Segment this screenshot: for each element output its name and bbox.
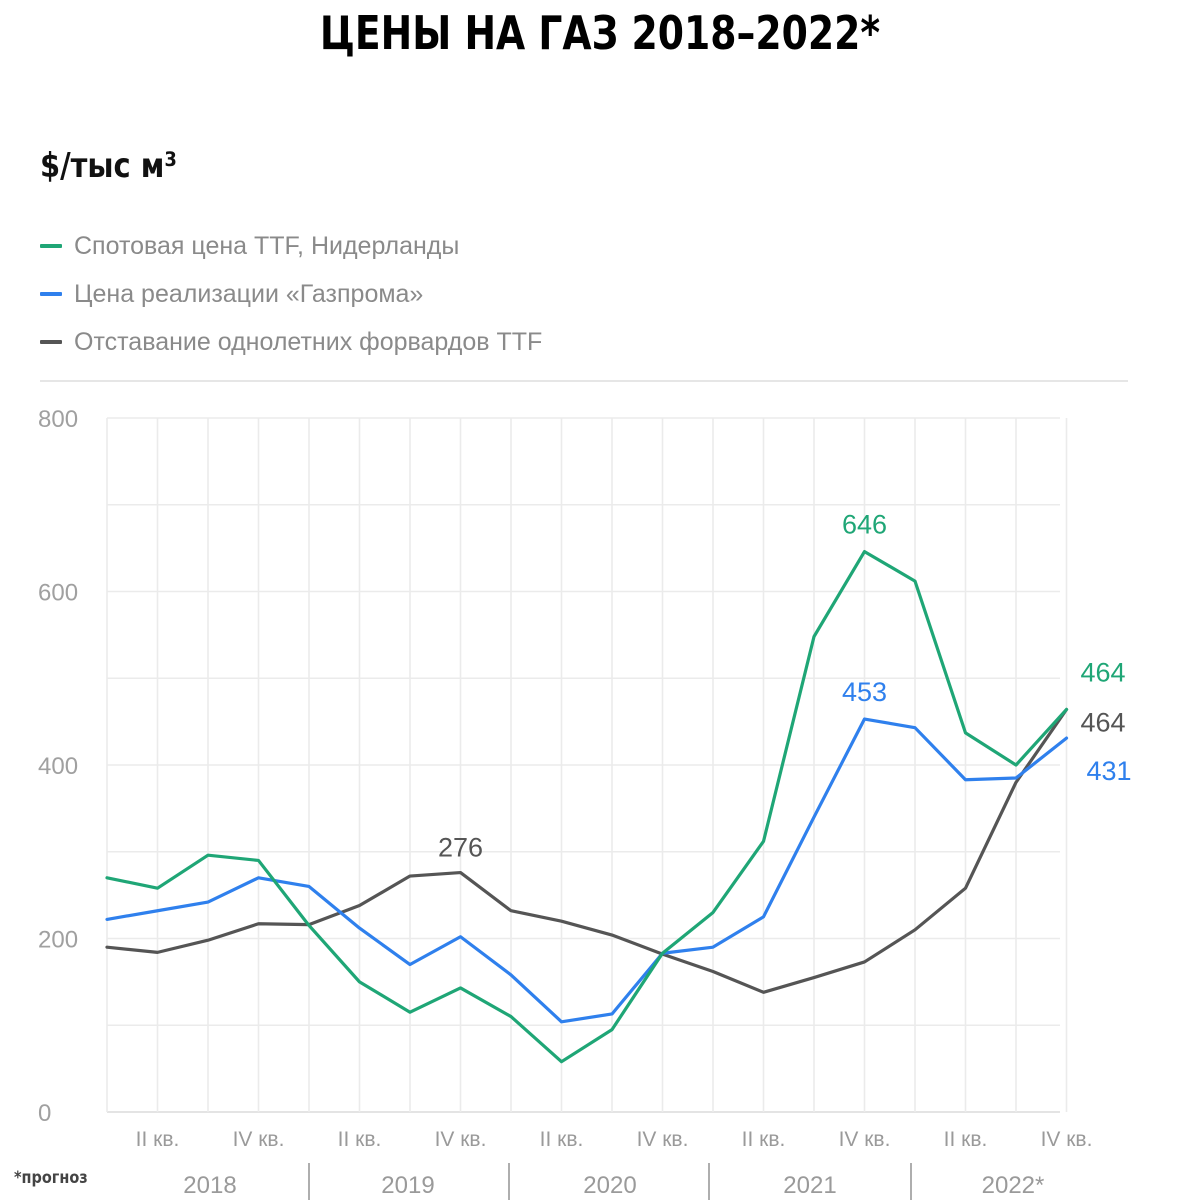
series-line [105, 549, 1069, 1064]
legend-swatch-forwards [40, 340, 62, 344]
unit-label: $/тыс м³ [40, 146, 178, 186]
x-tick-label: II кв. [136, 1128, 180, 1151]
series-lines [105, 549, 1069, 1064]
y-tick-label: 600 [38, 580, 78, 607]
legend-swatch-gazprom [40, 292, 62, 296]
x-tick-label: IV кв. [233, 1128, 285, 1151]
x-tick-label: II кв. [540, 1128, 584, 1151]
y-axis: 0 200 400 600 800 [38, 406, 78, 1127]
forecast-footnote: *прогноз [14, 1168, 88, 1188]
y-tick-label: 200 [38, 927, 78, 954]
legend: Спотовая цена TTF, Нидерланды Цена реали… [40, 222, 542, 366]
x-year-label: 2020 [583, 1172, 636, 1199]
annotations: 276 646 453 464 464 431 [438, 510, 1132, 863]
x-year-label: 2018 [183, 1172, 236, 1199]
data-label: 453 [842, 677, 887, 707]
x-year-label: 2022* [982, 1172, 1045, 1199]
x-tick-label: II кв. [742, 1128, 786, 1151]
x-year-label: 2019 [381, 1172, 434, 1199]
data-label: 464 [1081, 707, 1126, 737]
grid [40, 380, 1128, 1113]
data-label: 646 [842, 510, 887, 540]
data-label: 431 [1087, 756, 1132, 786]
legend-item-forwards: Отставание однолетних форвардов TTF [40, 318, 542, 366]
legend-item-gazprom: Цена реализации «Газпрома» [40, 270, 542, 318]
y-tick-label: 800 [38, 406, 78, 433]
legend-swatch-ttf [40, 244, 62, 248]
x-tick-label: IV кв. [435, 1128, 487, 1151]
series-line [105, 707, 1069, 994]
legend-label-ttf: Спотовая цена TTF, Нидерланды [74, 231, 460, 260]
x-tick-label: IV кв. [839, 1128, 891, 1151]
legend-item-ttf: Спотовая цена TTF, Нидерланды [40, 222, 542, 270]
data-label: 464 [1081, 657, 1126, 687]
y-tick-label: 0 [38, 1100, 51, 1127]
x-tick-label: IV кв. [637, 1128, 689, 1151]
chart-title: ЦЕНЫ НА ГАЗ 2018–2022* [319, 6, 881, 60]
x-year-label: 2021 [783, 1172, 836, 1199]
x-axis: II кв. IV кв. II кв. IV кв. II кв. IV кв. II к… [136, 1128, 1093, 1200]
x-tick-label: II кв. [944, 1128, 988, 1151]
x-tick-label: IV кв. [1041, 1128, 1093, 1151]
legend-label-forwards: Отставание однолетних форвардов TTF [74, 327, 543, 356]
x-tick-label: II кв. [338, 1128, 382, 1151]
data-label: 276 [438, 833, 483, 863]
y-tick-label: 400 [38, 753, 78, 780]
legend-label-gazprom: Цена реализации «Газпрома» [74, 279, 424, 308]
series-line [105, 717, 1069, 1024]
